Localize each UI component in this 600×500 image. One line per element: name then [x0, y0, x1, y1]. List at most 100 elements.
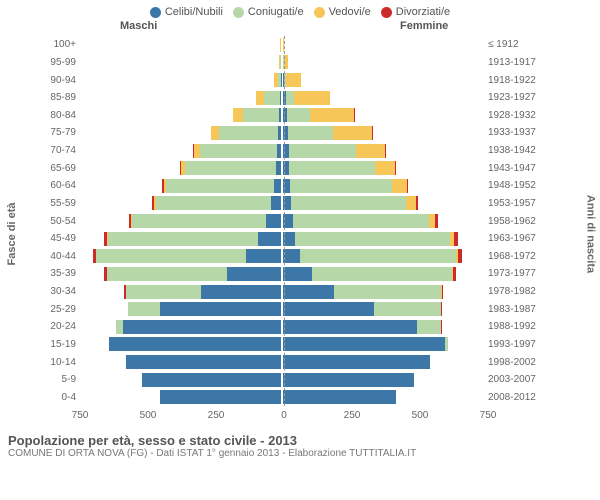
segment-married [288, 126, 334, 140]
female-bar [282, 285, 484, 299]
segment-single [227, 267, 281, 281]
segment-widowed [294, 91, 330, 105]
segment-married [289, 161, 375, 175]
age-label: 50-54 [40, 216, 80, 227]
bar-pair [80, 161, 484, 175]
segment-married [290, 179, 392, 193]
male-bar [80, 196, 282, 210]
segment-divorced [416, 196, 418, 210]
segment-married [291, 196, 406, 210]
header-female: Femmine [400, 20, 448, 32]
male-bar [80, 73, 282, 87]
segment-divorced [435, 214, 438, 228]
legend: Celibi/NubiliConiugati/eVedovi/eDivorzia… [0, 0, 600, 20]
male-bar [80, 320, 282, 334]
male-bar [80, 373, 282, 387]
age-label: 10-14 [40, 357, 80, 368]
age-label: 95-99 [40, 57, 80, 68]
segment-single [123, 320, 281, 334]
age-label: 100+ [40, 39, 80, 50]
bar-pair [80, 337, 484, 351]
female-bar [282, 55, 484, 69]
segment-married [156, 196, 271, 210]
segment-single [283, 373, 414, 387]
age-label: 80-84 [40, 110, 80, 121]
year-label: 1993-1997 [484, 339, 542, 350]
male-bar [80, 267, 282, 281]
segment-divorced [372, 126, 373, 140]
bar-pair [80, 91, 484, 105]
segment-single [278, 126, 281, 140]
segment-married [417, 320, 441, 334]
male-bar [80, 55, 282, 69]
female-bar [282, 249, 484, 263]
male-bar [80, 179, 282, 193]
age-label: 0-4 [40, 392, 80, 403]
male-bar [80, 144, 282, 158]
age-label: 70-74 [40, 145, 80, 156]
segment-single [283, 249, 300, 263]
footer-subtitle: COMUNE DI ORTA NOVA (FG) - Dati ISTAT 1°… [8, 448, 592, 459]
female-bar [282, 126, 484, 140]
segment-single [283, 337, 445, 351]
male-bar [80, 161, 282, 175]
segment-married [107, 267, 228, 281]
segment-single [283, 267, 312, 281]
female-bar [282, 302, 484, 316]
segment-single [258, 232, 281, 246]
segment-married [166, 179, 273, 193]
year-label: 1918-1922 [484, 75, 542, 86]
year-label: 1983-1987 [484, 304, 542, 315]
segment-married [219, 126, 278, 140]
segment-divorced [453, 267, 456, 281]
segment-widowed [333, 126, 372, 140]
year-label: 1933-1937 [484, 127, 542, 138]
segment-married [116, 320, 123, 334]
segment-single [142, 373, 281, 387]
year-label: 1913-1917 [484, 57, 542, 68]
bar-pair [80, 390, 484, 404]
age-label: 15-19 [40, 339, 80, 350]
year-label: 1958-1962 [484, 216, 542, 227]
year-label: 2008-2012 [484, 392, 542, 403]
center-axis-line [284, 36, 285, 406]
legend-swatch [233, 7, 244, 18]
y-right-title: Anni di nascita [584, 194, 596, 272]
segment-widowed [233, 108, 242, 122]
age-label: 40-44 [40, 251, 80, 262]
bar-pair [80, 302, 484, 316]
segment-single [126, 355, 281, 369]
bar-pair [80, 196, 484, 210]
legend-item: Celibi/Nubili [150, 6, 223, 18]
female-bar [282, 214, 484, 228]
header-male: Maschi [120, 20, 157, 32]
male-bar [80, 337, 282, 351]
x-tick: 250 [344, 410, 361, 421]
pyramid-row: 10-141998-2002 [40, 353, 542, 371]
segment-married [126, 285, 201, 299]
year-label: 1973-1977 [484, 268, 542, 279]
female-bar [282, 179, 484, 193]
segment-divorced [442, 285, 444, 299]
pyramid-row: 60-641948-1952 [40, 177, 542, 195]
pyramid-row: 30-341978-1982 [40, 283, 542, 301]
segment-married [286, 91, 294, 105]
pyramid-row: 75-79 1933-1937 [40, 124, 542, 142]
segment-divorced [454, 232, 458, 246]
segment-divorced [441, 302, 442, 316]
age-label: 75-79 [40, 127, 80, 138]
segment-widowed [256, 91, 264, 105]
legend-label: Coniugati/e [248, 6, 304, 18]
footer: Popolazione per età, sesso e stato civil… [0, 433, 600, 459]
year-label: 1928-1932 [484, 110, 542, 121]
female-bar [282, 108, 484, 122]
female-bar [282, 267, 484, 281]
bar-pair [80, 126, 484, 140]
age-label: 5-9 [40, 374, 80, 385]
female-bar [282, 373, 484, 387]
segment-single [279, 108, 281, 122]
age-label: 65-69 [40, 163, 80, 174]
segment-single [283, 285, 334, 299]
segment-divorced [395, 161, 396, 175]
segment-divorced [407, 179, 409, 193]
